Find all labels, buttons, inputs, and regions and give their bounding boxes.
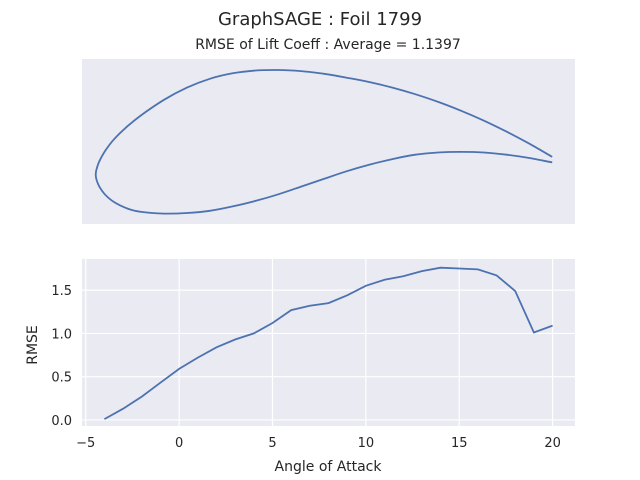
x-tick-labels: −5 0 5 10 15 20 — [76, 436, 561, 451]
airfoil-axes — [82, 59, 575, 224]
x-tick-label: 10 — [358, 436, 375, 451]
rmse-axes: −5 0 5 10 15 20 0.00.51.01.5 Angle of Attack … — [25, 259, 575, 475]
figure-suptitle: GraphSAGE : Foil 1799 — [218, 9, 422, 30]
airfoil-axes-background — [82, 59, 575, 224]
x-tick-label: 5 — [268, 436, 276, 451]
x-tick-label: 20 — [544, 436, 561, 451]
x-tick-label: −5 — [76, 436, 95, 451]
y-tick-label: 1.0 — [51, 327, 72, 342]
y-tick-label: 0.0 — [51, 414, 72, 429]
grid-lines — [82, 259, 575, 426]
y-tick-label: 1.5 — [51, 284, 72, 299]
chart-title: RMSE of Lift Coeff : Average = 1.1397 — [195, 37, 461, 53]
rmse-series-line — [103, 266, 553, 420]
airfoil-profile-line — [94, 69, 553, 215]
x-axis-label: Angle of Attack — [275, 459, 383, 475]
rmse-axes-background — [82, 259, 575, 426]
y-tick-labels: 0.0 0.5 1.0 1.5 — [51, 284, 72, 429]
y-axis-label: RMSE — [25, 325, 41, 365]
x-tick-label: 15 — [451, 436, 468, 451]
x-tick-label: 0 — [175, 436, 183, 451]
y-tick-label: 0.5 — [51, 371, 72, 386]
